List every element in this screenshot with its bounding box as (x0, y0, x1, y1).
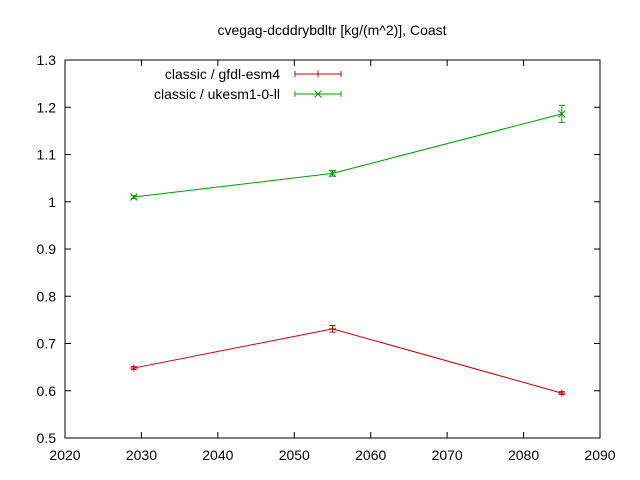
x-tick-label: 2020 (49, 447, 80, 463)
series-layer (129, 104, 566, 397)
y-tick-label: 0.5 (37, 430, 57, 446)
x-tick-label: 2090 (584, 447, 615, 463)
data-point (328, 169, 337, 178)
x-tick-label: 2040 (202, 447, 233, 463)
x-tick-label: 2080 (508, 447, 539, 463)
legend-marker (314, 90, 322, 98)
data-point (557, 110, 566, 118)
legend-label: classic / ukesm1-0-ll (154, 86, 280, 102)
series-line (133, 113, 562, 198)
x-tick-label: 2060 (355, 447, 386, 463)
series-0 (130, 325, 566, 397)
y-tick-label: 1 (48, 194, 56, 210)
legend: classic / gfdl-esm4 classic / ukesm1-0-ll (154, 66, 342, 102)
y-tick-label: 0.9 (37, 241, 57, 257)
chart-title: cvegag-dcddrybdltr [kg/(m^2)], Coast (217, 22, 446, 38)
y-tick-label: 0.8 (37, 288, 57, 304)
series-line (133, 328, 562, 394)
x-tick-label: 2050 (279, 447, 310, 463)
y-tick-label: 0.7 (37, 336, 57, 352)
y-tick-label: 1.3 (37, 52, 57, 68)
axes: 2020 2030 2040 2050 2060 2070 2080 2090 0.5 0.6 0.… (37, 52, 616, 463)
legend-label: classic / gfdl-esm4 (165, 66, 280, 82)
series-1 (129, 104, 566, 201)
y-tick-label: 0.6 (37, 383, 57, 399)
y-tick-label: 1.2 (37, 99, 57, 115)
y-tick-label: 1.1 (37, 147, 57, 163)
x-tick-label: 2070 (432, 447, 463, 463)
x-tick-label: 2030 (126, 447, 157, 463)
data-point (129, 193, 138, 201)
